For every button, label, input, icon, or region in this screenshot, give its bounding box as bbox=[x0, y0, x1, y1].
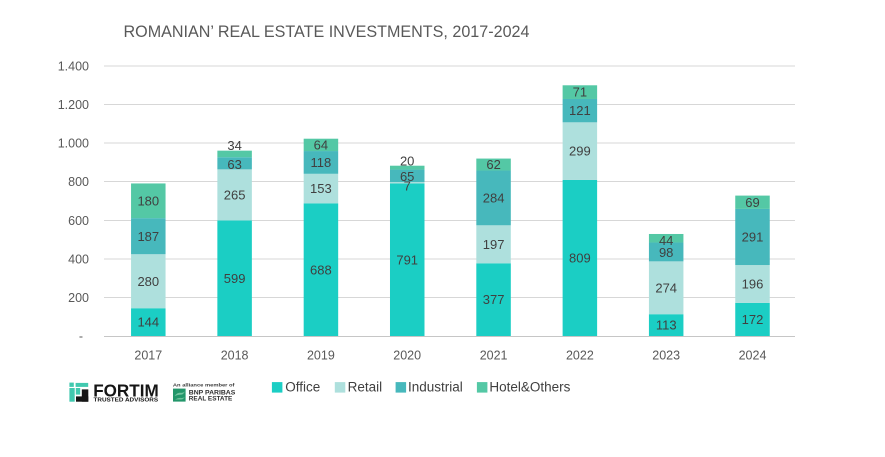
svg-text:2021: 2021 bbox=[480, 349, 508, 363]
svg-text:121: 121 bbox=[569, 103, 591, 118]
svg-text:291: 291 bbox=[742, 230, 764, 245]
svg-text:An alliance member of: An alliance member of bbox=[173, 382, 235, 388]
svg-text:599: 599 bbox=[224, 271, 246, 286]
svg-text:280: 280 bbox=[137, 274, 159, 289]
svg-text:113: 113 bbox=[656, 318, 677, 333]
svg-text:187: 187 bbox=[137, 229, 159, 244]
svg-text:1.000: 1.000 bbox=[58, 137, 89, 151]
svg-text:400: 400 bbox=[68, 252, 89, 266]
svg-text:265: 265 bbox=[224, 188, 246, 203]
svg-text:800: 800 bbox=[68, 175, 89, 189]
svg-text:98: 98 bbox=[659, 245, 673, 260]
svg-text:377: 377 bbox=[483, 292, 505, 307]
svg-text:197: 197 bbox=[483, 237, 505, 252]
svg-text:2024: 2024 bbox=[739, 349, 767, 363]
svg-text:69: 69 bbox=[745, 195, 759, 210]
svg-text:172: 172 bbox=[742, 312, 764, 327]
svg-text:64: 64 bbox=[314, 138, 328, 153]
svg-text:62: 62 bbox=[486, 157, 500, 172]
svg-text:2020: 2020 bbox=[393, 349, 421, 363]
svg-text:TRUSTED ADVISORS: TRUSTED ADVISORS bbox=[94, 398, 159, 404]
svg-text:196: 196 bbox=[742, 277, 764, 292]
svg-text:1.200: 1.200 bbox=[58, 98, 89, 112]
svg-text:180: 180 bbox=[137, 193, 159, 208]
svg-text:2022: 2022 bbox=[566, 349, 594, 363]
svg-text:71: 71 bbox=[573, 85, 587, 100]
svg-text:200: 200 bbox=[68, 291, 89, 305]
svg-text:34: 34 bbox=[227, 138, 241, 153]
svg-text:2017: 2017 bbox=[134, 349, 162, 363]
svg-text:REAL ESTATE: REAL ESTATE bbox=[189, 396, 233, 403]
svg-text:274: 274 bbox=[655, 280, 677, 295]
svg-text:FORTIM: FORTIM bbox=[93, 381, 159, 401]
svg-text:Retail: Retail bbox=[348, 380, 383, 395]
svg-text:153: 153 bbox=[310, 181, 332, 196]
svg-text:144: 144 bbox=[137, 315, 159, 330]
svg-text:65: 65 bbox=[400, 169, 414, 184]
svg-text:809: 809 bbox=[569, 251, 591, 266]
svg-text:600: 600 bbox=[68, 214, 89, 228]
svg-text:Office: Office bbox=[285, 380, 320, 395]
svg-text:688: 688 bbox=[310, 262, 332, 277]
svg-text:118: 118 bbox=[311, 155, 332, 170]
svg-text:ROMANIAN’ REAL ESTATE INVESTME: ROMANIAN’ REAL ESTATE INVESTMENTS, 2017-… bbox=[124, 22, 530, 41]
svg-text:63: 63 bbox=[227, 157, 241, 172]
svg-text:44: 44 bbox=[659, 233, 673, 248]
svg-text:2019: 2019 bbox=[307, 349, 335, 363]
svg-text:Hotel&Others: Hotel&Others bbox=[489, 380, 570, 395]
svg-text:Industrial: Industrial bbox=[408, 380, 463, 395]
svg-text:20: 20 bbox=[400, 153, 414, 168]
svg-text:299: 299 bbox=[569, 144, 591, 159]
svg-text:7: 7 bbox=[404, 179, 411, 194]
svg-text:284: 284 bbox=[483, 191, 505, 206]
svg-text:2023: 2023 bbox=[652, 349, 680, 363]
svg-text:2018: 2018 bbox=[221, 349, 249, 363]
svg-text:1.400: 1.400 bbox=[58, 60, 89, 74]
svg-text:-: - bbox=[79, 329, 83, 343]
svg-text:BNP PARIBAS: BNP PARIBAS bbox=[189, 390, 236, 397]
svg-text:791: 791 bbox=[396, 252, 418, 267]
